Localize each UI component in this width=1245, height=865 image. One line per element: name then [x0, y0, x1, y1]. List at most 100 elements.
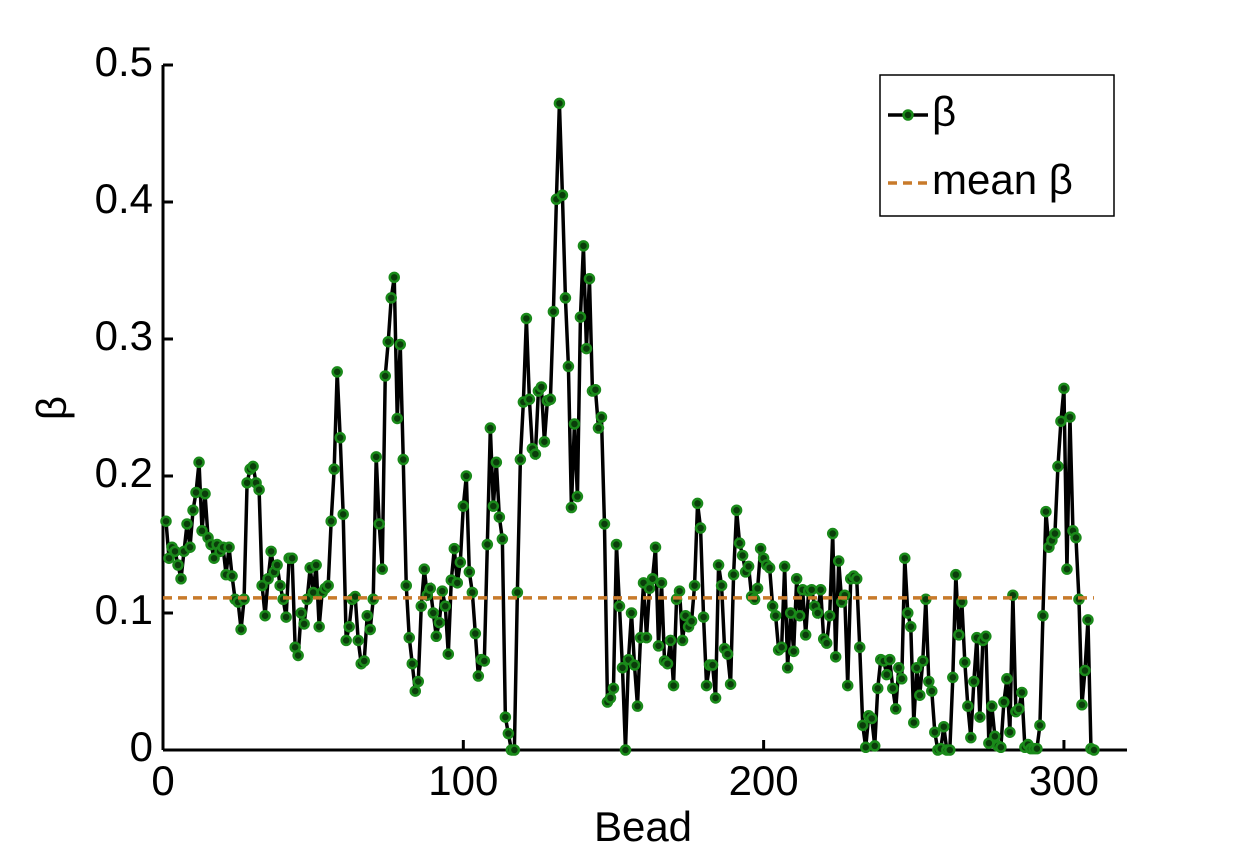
data-point	[754, 542, 767, 555]
data-point	[1070, 531, 1082, 544]
data-point	[799, 629, 812, 641]
data-point	[538, 436, 551, 448]
data-point	[953, 629, 965, 641]
data-point	[466, 586, 479, 599]
data-point	[646, 573, 659, 585]
data-point	[938, 720, 950, 733]
data-point	[160, 515, 172, 527]
data-point	[292, 649, 304, 662]
data-point	[583, 272, 596, 285]
data-point	[640, 631, 653, 644]
data-point	[559, 292, 572, 304]
data-point	[298, 618, 310, 630]
data-point	[688, 579, 701, 592]
x-tick-label: 200	[729, 757, 799, 804]
data-point	[391, 412, 403, 425]
data-point	[568, 418, 581, 430]
data-point	[929, 726, 941, 738]
data-point	[481, 538, 494, 551]
data-point	[436, 585, 449, 597]
data-point	[881, 668, 893, 681]
data-point	[914, 689, 926, 701]
data-point	[352, 634, 364, 647]
data-point	[1052, 460, 1064, 473]
data-point	[343, 620, 355, 633]
data-point	[676, 634, 689, 647]
data-point	[241, 477, 253, 489]
data-point	[256, 579, 268, 592]
y-tick-label: 0.1	[95, 586, 153, 633]
data-point	[520, 312, 533, 325]
data-point	[811, 607, 824, 619]
data-point	[172, 559, 184, 571]
data-point	[667, 679, 680, 692]
data-point	[490, 456, 503, 469]
data-point	[607, 682, 620, 695]
data-point	[487, 500, 500, 512]
data-point	[868, 740, 881, 752]
data-point	[721, 648, 734, 660]
data-point	[253, 483, 265, 496]
data-point	[370, 451, 382, 463]
x-axis-label: Bead	[594, 803, 692, 850]
data-point	[460, 470, 473, 482]
data-point	[829, 651, 842, 663]
data-point	[286, 552, 298, 564]
data-point	[1088, 744, 1100, 756]
data-point	[169, 545, 181, 558]
data-point	[496, 533, 509, 545]
x-tick-label: 300	[1029, 757, 1099, 804]
data-point	[502, 727, 515, 740]
data-point	[403, 631, 416, 644]
data-point	[508, 744, 521, 756]
data-point	[331, 366, 343, 378]
data-point	[328, 463, 340, 475]
data-point	[998, 696, 1010, 708]
y-tick-label: 0.2	[95, 449, 153, 496]
data-point	[514, 453, 527, 466]
data-point	[259, 609, 271, 622]
data-point	[442, 648, 455, 660]
y-axis-label: β	[28, 396, 75, 420]
data-point	[784, 607, 797, 619]
data-point	[433, 616, 446, 629]
data-point	[295, 607, 307, 619]
data-point	[980, 630, 992, 643]
data-point	[547, 305, 560, 318]
y-tick-label: 0	[130, 723, 153, 770]
data-point	[850, 573, 863, 585]
data-point	[769, 609, 782, 622]
data-point	[709, 692, 722, 704]
data-point	[208, 552, 220, 564]
data-point	[376, 563, 388, 575]
data-point	[685, 615, 698, 627]
data-point	[181, 518, 193, 530]
data-point	[1031, 742, 1043, 755]
data-point	[706, 659, 719, 671]
data-point	[511, 586, 524, 599]
data-point	[926, 685, 938, 697]
data-point	[574, 311, 587, 323]
data-point	[199, 488, 211, 500]
data-point	[499, 711, 512, 723]
data-point	[226, 570, 238, 582]
data-point	[616, 662, 629, 674]
data-point	[664, 634, 677, 647]
data-point	[604, 692, 617, 704]
data-point	[790, 573, 803, 585]
data-point	[175, 573, 187, 585]
data-point	[968, 675, 980, 688]
data-point	[463, 566, 476, 578]
data-point	[271, 559, 283, 571]
data-point	[439, 600, 452, 612]
data-point	[887, 682, 899, 695]
legend-label: mean β	[932, 156, 1073, 203]
data-point	[409, 685, 422, 697]
data-point	[1079, 664, 1091, 677]
data-point	[382, 335, 394, 348]
data-point	[1013, 703, 1025, 715]
data-point	[400, 579, 413, 592]
data-point	[643, 582, 656, 595]
data-point	[733, 537, 746, 549]
data-point	[1034, 719, 1046, 732]
